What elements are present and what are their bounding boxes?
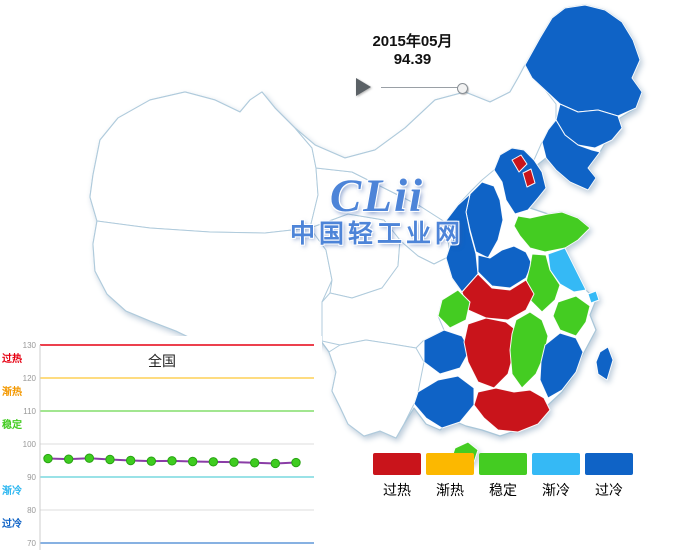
timeline-slider-handle[interactable] — [457, 82, 468, 94]
province-taiwan[interactable] — [595, 346, 614, 381]
svg-text:过热: 过热 — [2, 352, 22, 365]
legend-label: 渐热 — [436, 482, 464, 498]
svg-text:过冷: 过冷 — [2, 517, 22, 530]
province-shanghai[interactable] — [587, 290, 600, 304]
legend-item-overcool[interactable]: 过冷 — [585, 453, 633, 500]
timeline-date-label: 2015年05月 — [372, 33, 453, 50]
legend-item-stable[interactable]: 稳定 — [479, 453, 527, 500]
province-xinjiang[interactable] — [89, 91, 319, 234]
svg-text:120: 120 — [23, 374, 37, 383]
trend-chart-title: 全国 — [148, 353, 176, 369]
legend-swatch[interactable] — [585, 453, 633, 475]
province-hebei[interactable] — [493, 147, 547, 215]
legend-item-warming[interactable]: 渐热 — [426, 453, 474, 500]
province-liaoning[interactable] — [541, 119, 601, 191]
province-shandong[interactable] — [513, 211, 591, 253]
province-hubei[interactable] — [461, 273, 535, 321]
province-hunan[interactable] — [463, 317, 517, 389]
province-beijing[interactable] — [511, 154, 528, 173]
legend-label: 过热 — [383, 482, 411, 498]
province-sichuan[interactable] — [321, 239, 463, 349]
province-jiangxi[interactable] — [509, 311, 549, 389]
timeline-controls — [356, 77, 468, 97]
province-guangxi[interactable] — [413, 375, 475, 429]
province-guizhou[interactable] — [423, 329, 471, 375]
timeline-slider-track[interactable] — [381, 82, 468, 94]
legend-swatch[interactable] — [479, 453, 527, 475]
play-icon[interactable] — [356, 78, 371, 96]
timeline-value-label: 94.39 — [393, 51, 432, 68]
svg-text:渐冷: 渐冷 — [2, 484, 22, 497]
svg-text:稳定: 稳定 — [2, 418, 22, 431]
legend-item-overheat[interactable]: 过热 — [373, 453, 421, 500]
svg-text:90: 90 — [27, 473, 36, 482]
svg-text:100: 100 — [23, 440, 37, 449]
legend-swatch[interactable] — [426, 453, 474, 475]
legend-label: 过冷 — [595, 482, 623, 498]
province-shaanxi[interactable] — [444, 193, 479, 293]
svg-text:110: 110 — [23, 407, 36, 416]
svg-text:130: 130 — [23, 341, 37, 350]
province-chongqing[interactable] — [437, 289, 471, 329]
province-yunnan[interactable] — [328, 339, 425, 439]
province-anhui[interactable] — [525, 253, 561, 313]
legend-label: 渐冷 — [542, 482, 570, 498]
legend-item-cooling[interactable]: 渐冷 — [532, 453, 580, 500]
legend-swatch[interactable] — [532, 453, 580, 475]
legend-swatch[interactable] — [373, 453, 421, 475]
svg-text:80: 80 — [27, 506, 36, 515]
province-guangdong[interactable] — [473, 387, 551, 433]
legend-label: 稳定 — [489, 482, 517, 498]
province-tianjin[interactable] — [522, 168, 536, 188]
svg-text:70: 70 — [27, 539, 36, 548]
map-legend: 过热 渐热 稳定 渐冷 过冷 — [373, 453, 633, 500]
province-fujian[interactable] — [539, 332, 584, 399]
province-zhejiang[interactable] — [552, 295, 591, 337]
svg-text:渐热: 渐热 — [2, 385, 22, 398]
